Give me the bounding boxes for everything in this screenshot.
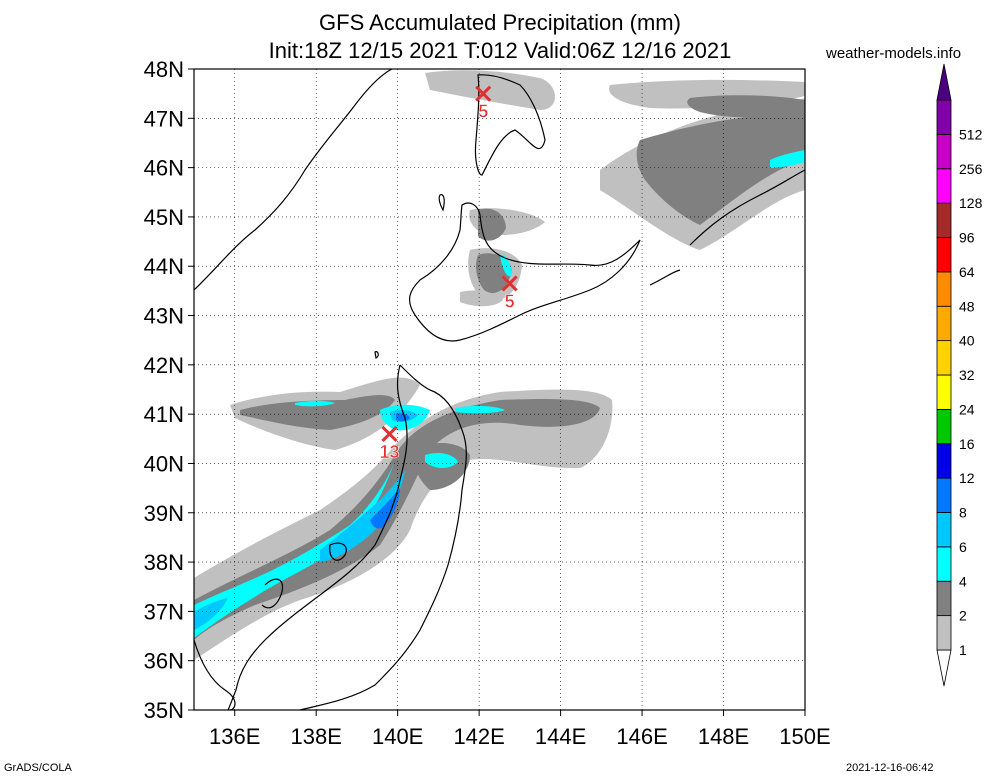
legend-swatch <box>936 271 952 307</box>
max-marker-value: 5 <box>505 291 515 311</box>
graticule <box>194 69 805 710</box>
legend-max-arrow <box>936 63 952 101</box>
precip-blue <box>370 413 410 529</box>
legend-swatch <box>936 202 952 238</box>
lat-tick-label: 45N <box>144 205 184 230</box>
max-marker: 13 <box>379 425 400 462</box>
legend-level-label: 16 <box>959 436 975 452</box>
lat-tick-label: 42N <box>144 353 184 378</box>
legend-level-label: 6 <box>959 539 967 555</box>
footer-timestamp: 2021-12-16-06:42 <box>846 762 934 774</box>
max-marker: 5 <box>501 275 518 312</box>
lon-tick-label: 150E <box>779 724 830 749</box>
lat-tick-label: 38N <box>144 550 184 575</box>
lat-tick-label: 41N <box>144 402 184 427</box>
legend-swatch <box>936 99 952 135</box>
legend-swatch <box>936 340 952 376</box>
lat-tick-label: 47N <box>144 106 184 131</box>
chart-subtitle: Init:18Z 12/15 2021 T:012 Valid:06Z 12/1… <box>268 38 732 63</box>
legend-swatch <box>936 443 952 479</box>
lon-tick-label: 140E <box>372 724 423 749</box>
cross-icon <box>501 275 518 292</box>
axis-labels: 35N 36N 37N 38N 39N 40N 41N 42N 43N 44N 45N 46N 47N 4… <box>144 57 831 749</box>
lat-tick-label: 36N <box>144 649 184 674</box>
legend-level-label: 48 <box>959 298 975 314</box>
legend-swatch <box>936 615 952 651</box>
lat-tick-label: 44N <box>144 254 184 279</box>
lat-tick-label: 46N <box>144 156 184 181</box>
legend-swatch <box>936 477 952 513</box>
lat-tick-label: 43N <box>144 304 184 329</box>
legend-swatch <box>936 237 952 273</box>
coastlines <box>193 68 806 711</box>
legend-level-label: 256 <box>959 161 983 177</box>
precip-gray-dark <box>194 95 805 640</box>
chart-title: GFS Accumulated Precipitation (mm) <box>319 10 681 35</box>
legend-level-label: 1 <box>959 642 967 658</box>
legend-level-label: 128 <box>959 195 983 211</box>
lat-tick-label: 48N <box>144 57 184 82</box>
legend-level-label: 12 <box>959 470 975 486</box>
lat-tick-label: 39N <box>144 501 184 526</box>
lon-tick-label: 136E <box>209 724 260 749</box>
legend-swatch <box>936 133 952 170</box>
max-marker-value: 13 <box>380 442 400 462</box>
legend-swatch <box>936 374 952 410</box>
cross-icon <box>381 425 398 442</box>
legend-level-label: 24 <box>959 401 975 417</box>
legend-level-label: 96 <box>959 230 975 246</box>
legend-level-label: 32 <box>959 367 975 383</box>
legend-level-label: 4 <box>959 573 967 589</box>
legend-swatch <box>936 168 952 204</box>
lat-tick-label: 40N <box>144 451 184 476</box>
legend-swatch <box>936 305 952 342</box>
site-label: weather-models.info <box>826 45 962 62</box>
legend-level-label: 8 <box>959 505 967 521</box>
lon-tick-label: 144E <box>535 724 586 749</box>
lat-tick-label: 37N <box>144 599 184 624</box>
map-frame <box>193 68 806 711</box>
lon-tick-label: 138E <box>291 724 342 749</box>
legend-level-label: 64 <box>959 264 975 280</box>
max-marker: 5 <box>475 85 492 122</box>
legend-level-label: 40 <box>959 333 975 349</box>
max-marker-value: 5 <box>478 102 488 122</box>
legend-min-arrow <box>936 649 952 687</box>
lon-tick-label: 142E <box>453 724 504 749</box>
lon-tick-label: 146E <box>616 724 667 749</box>
legend-level-label: 2 <box>959 608 967 624</box>
legend-level-label: 512 <box>959 126 983 142</box>
markers: 5 5 13 <box>379 85 518 462</box>
legend-swatch <box>936 512 952 548</box>
legend-swatch <box>936 408 952 445</box>
legend-swatch <box>936 546 952 582</box>
lon-tick-label: 148E <box>698 724 749 749</box>
footer-credit: GrADS/COLA <box>4 762 72 774</box>
legend-swatch <box>936 580 952 617</box>
lat-tick-label: 35N <box>144 698 184 723</box>
cross-icon <box>475 85 492 102</box>
